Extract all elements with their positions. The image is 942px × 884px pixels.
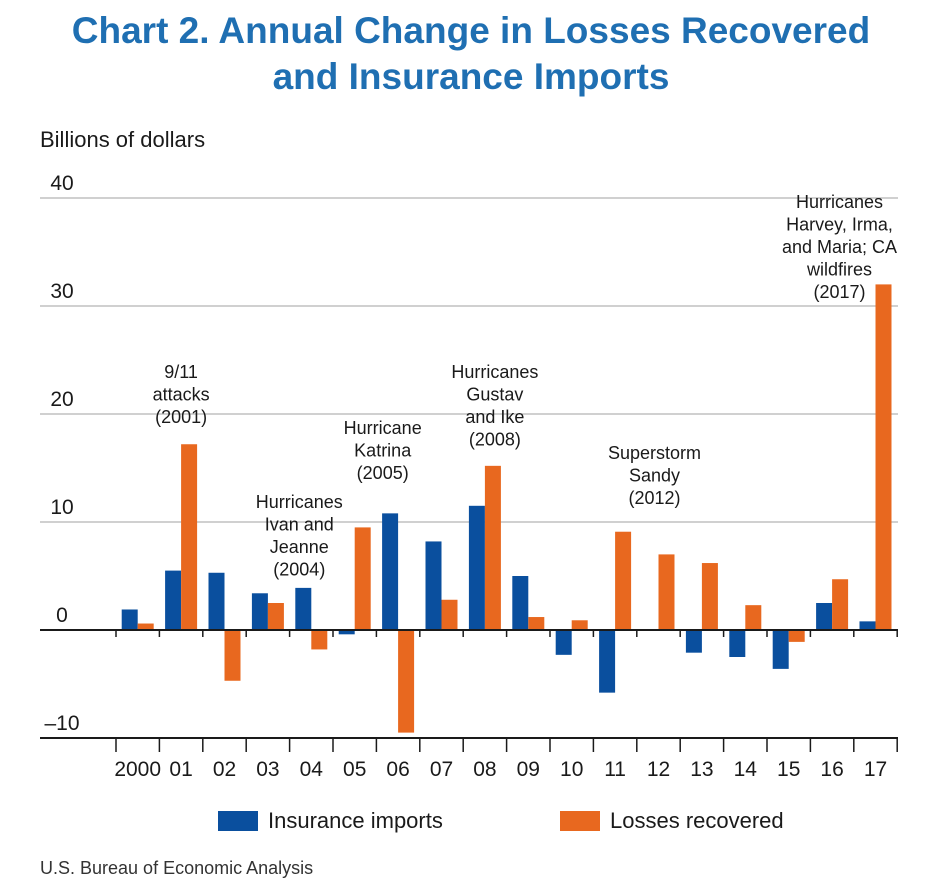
annotation-3-line-3: (2008) bbox=[469, 430, 521, 450]
bar-losses-recovered-06 bbox=[398, 630, 415, 733]
annotation-4-line-0: Superstorm bbox=[608, 443, 701, 463]
legend-label-losses-recovered: Losses recovered bbox=[610, 808, 784, 833]
annotation-3-line-1: Gustav bbox=[466, 385, 523, 405]
bar-losses-recovered-2000 bbox=[137, 623, 154, 630]
legend-label-insurance-imports: Insurance imports bbox=[268, 808, 443, 833]
x-tick-label-11: 11 bbox=[604, 758, 626, 781]
annotation-0-line-1: attacks bbox=[153, 385, 210, 405]
bar-insurance-imports-17 bbox=[859, 621, 876, 630]
bar-insurance-imports-13 bbox=[685, 630, 702, 653]
bar-losses-recovered-08 bbox=[484, 465, 501, 630]
gridlines: –10 0 10 20 30 40 bbox=[40, 172, 898, 739]
annotation-4-line-1: Sandy bbox=[629, 466, 680, 486]
bar-insurance-imports-09 bbox=[512, 576, 529, 630]
x-tick-label-14: 14 bbox=[734, 758, 758, 781]
bar-insurance-imports-10 bbox=[555, 630, 572, 655]
x-tick-label-12: 12 bbox=[647, 758, 670, 781]
x-tick-label-16: 16 bbox=[820, 758, 843, 781]
bar-insurance-imports-14 bbox=[729, 630, 746, 657]
bar-losses-recovered-01 bbox=[181, 444, 198, 630]
x-tick-label-13: 13 bbox=[690, 758, 713, 781]
bar-losses-recovered-13 bbox=[701, 563, 718, 630]
annotation-5-line-1: Harvey, Irma, bbox=[786, 215, 893, 235]
bar-insurance-imports-11 bbox=[599, 630, 616, 693]
bar-chart: –10 0 10 20 30 40 2000 01 02 03 04 05 06 07 08 09 10 11 1… bbox=[40, 172, 898, 781]
x-tick-label-03: 03 bbox=[256, 758, 279, 781]
annotation-0-line-2: (2001) bbox=[155, 407, 207, 427]
x-tick-label-10: 10 bbox=[560, 758, 583, 781]
bar-insurance-imports-06 bbox=[382, 513, 399, 630]
bar-insurance-imports-03 bbox=[251, 593, 268, 630]
source-note: U.S. Bureau of Economic Analysis bbox=[40, 858, 314, 878]
annotation-4-line-2: (2012) bbox=[628, 488, 680, 508]
bar-losses-recovered-05 bbox=[354, 527, 371, 630]
annotation-0-line-0: 9/11 bbox=[164, 362, 198, 382]
y-axis-label: Billions of dollars bbox=[40, 127, 206, 152]
annotation-5-line-0: Hurricanes bbox=[796, 192, 883, 212]
bar-insurance-imports-04 bbox=[295, 587, 312, 630]
bar-insurance-imports-01 bbox=[165, 570, 182, 630]
y-tick-label-1: 0 bbox=[56, 604, 68, 627]
annotation-3-line-2: and Ike bbox=[465, 407, 524, 427]
x-tick-label-02: 02 bbox=[213, 758, 236, 781]
bar-losses-recovered-02 bbox=[224, 630, 241, 681]
bar-insurance-imports-02 bbox=[208, 572, 225, 630]
bar-insurance-imports-08 bbox=[468, 505, 485, 630]
annotation-1-line-2: Jeanne bbox=[270, 537, 329, 557]
annotation-2-line-1: Katrina bbox=[354, 441, 412, 461]
legend-item-losses-recovered: Losses recovered bbox=[560, 808, 784, 834]
bar-losses-recovered-17 bbox=[875, 284, 892, 630]
x-axis: 2000 01 02 03 04 05 06 07 08 09 10 11 12 13 14 15 16 17 bbox=[40, 629, 898, 781]
x-tick-label-04: 04 bbox=[300, 758, 324, 781]
bar-insurance-imports-16 bbox=[816, 603, 833, 630]
x-tick-label-08: 08 bbox=[473, 758, 496, 781]
x-tick-label-01: 01 bbox=[169, 758, 192, 781]
bar-insurance-imports-15 bbox=[772, 630, 789, 669]
annotation-1-line-0: Hurricanes bbox=[256, 492, 343, 512]
bar-losses-recovered-12 bbox=[658, 554, 675, 630]
chart-title: Chart 2. Annual Change in Losses Recover… bbox=[0, 8, 942, 100]
y-tick-label-4: 30 bbox=[50, 280, 73, 303]
bar-losses-recovered-15 bbox=[788, 630, 805, 642]
bar-insurance-imports-05 bbox=[338, 630, 355, 635]
annotations: 9/11 attacks(2001) Hurricanes Ivan andJeann… bbox=[153, 192, 897, 580]
bar-losses-recovered-14 bbox=[745, 605, 762, 630]
bar-insurance-imports-07 bbox=[425, 541, 442, 630]
annotation-2-line-0: Hurricane bbox=[344, 418, 422, 438]
x-tick-label-15: 15 bbox=[777, 758, 800, 781]
y-tick-label-2: 10 bbox=[50, 496, 73, 519]
bar-losses-recovered-09 bbox=[528, 617, 545, 630]
annotation-5-line-3: wildfires bbox=[806, 260, 872, 280]
x-tick-label-05: 05 bbox=[343, 758, 366, 781]
legend-swatch-losses-recovered bbox=[560, 811, 600, 831]
x-tick-label-17: 17 bbox=[864, 758, 887, 781]
chart-title-line-2: and Insurance Imports bbox=[272, 56, 670, 97]
legend-swatch-insurance-imports bbox=[218, 811, 258, 831]
bar-insurance-imports-2000 bbox=[121, 609, 138, 630]
annotation-1-line-1: Ivan and bbox=[265, 515, 334, 535]
x-tick-label-07: 07 bbox=[430, 758, 453, 781]
y-tick-label-3: 20 bbox=[50, 388, 73, 411]
bar-losses-recovered-11 bbox=[615, 531, 632, 630]
x-tick-label-2000: 2000 bbox=[114, 758, 161, 781]
bar-losses-recovered-04 bbox=[311, 630, 328, 650]
bar-losses-recovered-10 bbox=[571, 620, 588, 630]
bar-losses-recovered-07 bbox=[441, 599, 458, 630]
bar-losses-recovered-16 bbox=[832, 579, 849, 630]
annotation-3-line-0: Hurricanes bbox=[451, 362, 538, 382]
annotation-2-line-2: (2005) bbox=[357, 463, 409, 483]
y-tick-label-5: 40 bbox=[50, 172, 73, 195]
annotation-1-line-3: (2004) bbox=[273, 560, 325, 580]
annotation-5-line-4: (2017) bbox=[813, 282, 865, 302]
legend-item-insurance-imports: Insurance imports bbox=[218, 808, 443, 834]
y-tick-label-0: –10 bbox=[44, 712, 79, 735]
chart-title-line-1: Chart 2. Annual Change in Losses Recover… bbox=[71, 10, 871, 51]
x-tick-label-06: 06 bbox=[386, 758, 409, 781]
bar-losses-recovered-03 bbox=[267, 603, 284, 630]
x-tick-label-09: 09 bbox=[517, 758, 540, 781]
bars bbox=[121, 284, 892, 733]
annotation-5-line-2: and Maria; CA bbox=[782, 237, 897, 257]
